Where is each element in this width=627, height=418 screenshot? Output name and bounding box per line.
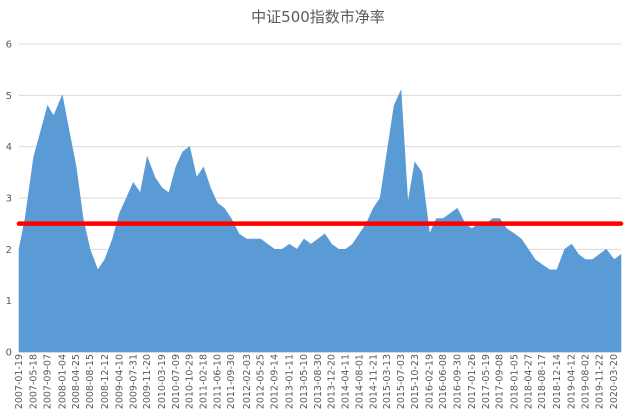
- x-tick-label: 2014-08-01: [354, 354, 365, 409]
- y-tick-label: 3: [6, 194, 12, 205]
- x-tick-label: 2011-02-18: [199, 354, 210, 409]
- x-tick-label: 2016-06-08: [438, 354, 449, 409]
- x-tick-label: 2019-11-22: [594, 354, 605, 409]
- x-tick-label: 2015-03-13: [382, 354, 393, 409]
- x-tick-label: 2010-03-19: [157, 354, 168, 409]
- x-tick-label: 2011-06-10: [212, 354, 223, 409]
- x-tick-label: 2014-11-21: [368, 354, 379, 409]
- x-tick-label: 2019-08-02: [581, 354, 592, 409]
- y-tick-label: 4: [6, 142, 12, 153]
- x-tick-label: 2008-08-15: [85, 354, 96, 409]
- x-tick-label: 2010-07-09: [171, 354, 182, 409]
- x-tick-label: 2010-10-29: [185, 354, 196, 409]
- x-tick-label: 2014-04-11: [341, 354, 352, 409]
- x-tick-label: 2009-07-31: [128, 354, 139, 409]
- x-tick-label: 2013-05-10: [299, 354, 310, 409]
- y-tick-label: 0: [6, 348, 12, 359]
- x-tick-label: 2008-04-25: [71, 354, 82, 409]
- x-tick-label: 2018-12-14: [552, 354, 563, 409]
- x-tick-label: 2009-04-10: [115, 354, 126, 409]
- x-tick-label: 2008-12-12: [100, 354, 111, 409]
- x-tick-label: 2019-04-12: [567, 354, 578, 409]
- x-axis-ticks: 2007-01-19 2007-05-18 2007-09-07 2008-01-04…: [14, 354, 620, 409]
- x-tick-label: 2013-12-20: [327, 354, 338, 409]
- x-tick-label: 2012-09-14: [270, 354, 281, 409]
- x-tick-label: 2020-03-20: [609, 354, 620, 409]
- chart-title: 中证500指数市净率: [251, 8, 385, 26]
- x-tick-label: 2008-01-04: [57, 354, 68, 409]
- x-tick-label: 2016-02-19: [425, 354, 436, 409]
- x-tick-label: 2013-01-11: [284, 354, 295, 409]
- x-tick-label: 2017-09-08: [495, 354, 506, 409]
- x-tick-label: 2007-05-18: [29, 354, 40, 409]
- y-tick-label: 5: [6, 91, 12, 102]
- x-tick-label: 2012-05-25: [256, 354, 267, 409]
- x-tick-label: 2007-09-07: [43, 354, 54, 409]
- area-layer: [18, 90, 622, 353]
- x-tick-label: 2009-11-20: [142, 354, 153, 409]
- y-tick-label: 2: [6, 245, 12, 256]
- x-tick-label: 2011-09-30: [226, 354, 237, 409]
- x-tick-label: 2018-01-05: [510, 354, 521, 409]
- x-tick-label: 2015-07-03: [396, 354, 407, 409]
- x-tick-label: 2007-01-19: [14, 354, 25, 409]
- x-tick-label: 2013-08-30: [313, 354, 324, 409]
- x-tick-label: 2018-08-17: [537, 354, 548, 409]
- y-tick-label: 1: [6, 296, 12, 307]
- x-tick-label: 2016-09-30: [452, 354, 463, 409]
- x-tick-label: 2017-01-26: [467, 354, 478, 409]
- x-tick-label: 2017-05-19: [481, 354, 492, 409]
- y-tick-label: 6: [6, 40, 12, 51]
- x-tick-label: 2018-04-27: [523, 354, 534, 409]
- x-tick-label: 2015-10-23: [410, 354, 421, 409]
- y-axis-ticks: 0 1 2 3 4 5 6: [6, 40, 12, 359]
- x-tick-label: 2012-02-03: [242, 354, 253, 409]
- pb-ratio-area: [18, 90, 622, 353]
